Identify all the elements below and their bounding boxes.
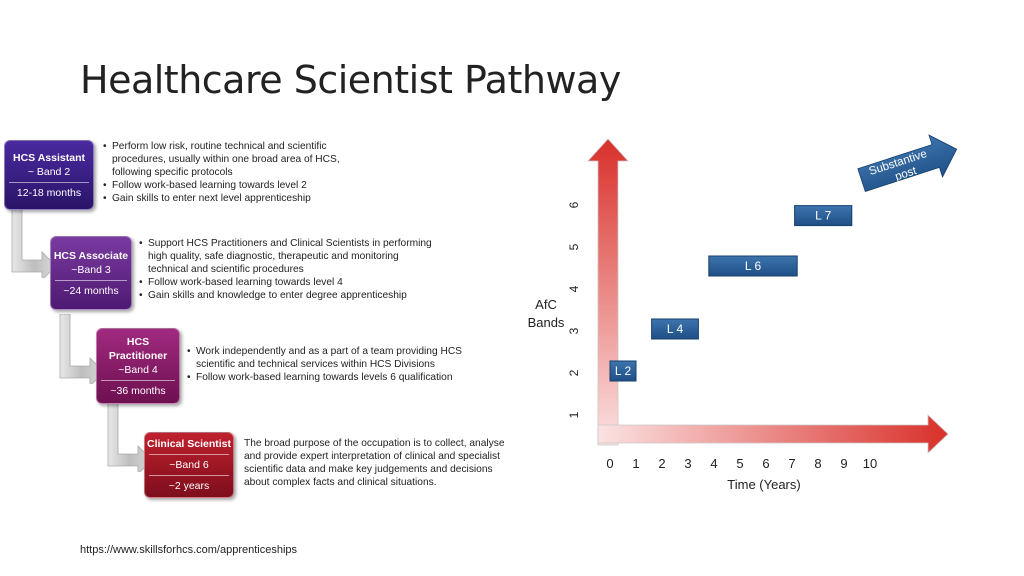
level-label: L 2 <box>615 364 632 378</box>
x-axis-arrow <box>597 414 949 454</box>
stage-points-hcs-associate: Support HCS Practitioners and Clinical S… <box>138 237 438 302</box>
x-tick-label: 1 <box>632 456 639 471</box>
stage-role: HCS Assistant <box>13 151 85 164</box>
stage-points-hcs-assistant: Perform low risk, routine technical and … <box>102 140 372 205</box>
level-box: L 6 <box>708 255 798 277</box>
x-tick-label: 7 <box>788 456 795 471</box>
x-tick-label: 4 <box>710 456 717 471</box>
x-tick-label: 5 <box>736 456 743 471</box>
stage-box-clinical-scientist: Clinical Scientist ~Band 6 ~2 years <box>144 432 234 498</box>
level-bar <box>609 360 637 382</box>
connector-arrow <box>11 208 57 278</box>
slide-title: Healthcare Scientist Pathway <box>80 58 621 102</box>
stage-duration: ~2 years <box>168 480 210 492</box>
stage-band: ~Band 4 <box>118 363 158 376</box>
substantive-post-arrow: Substantive post <box>857 134 958 193</box>
level-bar <box>651 318 699 340</box>
stage-point: Perform low risk, routine technical and … <box>103 140 372 179</box>
x-tick-label: 0 <box>606 456 613 471</box>
pathway-diagram: HCS Assistant ~ Band 2 12-18 months Perf… <box>0 0 520 520</box>
stage-box-hcs-practitioner: HCS Practitioner ~Band 4 ~36 months <box>96 328 180 404</box>
stage-band: ~Band 3 <box>71 263 111 276</box>
stage-role: Clinical Scientist <box>146 438 232 450</box>
stage-box-hcs-assistant: HCS Assistant ~ Band 2 12-18 months <box>4 140 94 210</box>
stage-duration: 12-18 months <box>16 186 82 199</box>
stage-point: Work independently and as a part of a te… <box>187 345 486 371</box>
level-label: L 7 <box>815 209 832 223</box>
stage-band: ~ Band 2 <box>27 165 71 178</box>
x-tick-label: 9 <box>840 456 847 471</box>
stage-points-hcs-practitioner: Work independently and as a part of a te… <box>186 345 486 384</box>
y-tick-label: 4 <box>567 285 581 292</box>
level-box: L 4 <box>651 318 699 340</box>
stage-duration: ~24 months <box>63 284 119 297</box>
y-axis-arrow <box>587 138 629 446</box>
y-tick-label: 6 <box>567 201 581 208</box>
level-box: L 2 <box>609 360 637 382</box>
x-tick-label: 8 <box>814 456 821 471</box>
level-label: L 4 <box>667 322 684 336</box>
level-bar <box>794 205 853 227</box>
x-tick-label: 3 <box>684 456 691 471</box>
stage-point: Gain skills to enter next level apprenti… <box>103 192 372 205</box>
level-box: L 7 <box>794 205 853 227</box>
stage-point: Gain skills and knowledge to enter degre… <box>139 289 438 302</box>
source-url[interactable]: https://www.skillsforhcs.com/apprentices… <box>80 544 298 556</box>
stage-point: Follow work-based learning towards level… <box>103 179 372 192</box>
x-tick-label: 6 <box>762 456 769 471</box>
y-tick-label: 2 <box>567 369 581 376</box>
stage-role: HCS Associate <box>53 249 129 262</box>
stage-point: Follow work-based learning towards level… <box>187 371 486 384</box>
y-tick-label: 1 <box>567 411 581 418</box>
stage-description-clinical-scientist: The broad purpose of the occupation is t… <box>244 438 505 488</box>
level-label: L 6 <box>745 259 762 273</box>
stage-box-hcs-associate: HCS Associate ~Band 3 ~24 months <box>50 236 132 310</box>
stage-duration: ~36 months <box>110 384 166 397</box>
stage-band: ~Band 6 <box>169 459 209 471</box>
y-tick-label: 3 <box>567 327 581 334</box>
y-tick-label: 5 <box>567 243 581 250</box>
x-tick-label: 10 <box>863 456 877 471</box>
stage-point: Support HCS Practitioners and Clinical S… <box>139 237 438 276</box>
stage-role: HCS Practitioner <box>108 335 168 362</box>
level-bar <box>708 255 798 277</box>
x-tick-label: 2 <box>658 456 665 471</box>
y-axis-label-line: AfC <box>535 297 557 312</box>
stage-point: Follow work-based learning towards level… <box>139 276 438 289</box>
y-axis-label-line: Bands <box>528 315 565 330</box>
afc-band-chart: Substantive post AfC Bands Time (Years) … <box>528 134 958 492</box>
x-axis-label: Time (Years) <box>727 477 800 492</box>
